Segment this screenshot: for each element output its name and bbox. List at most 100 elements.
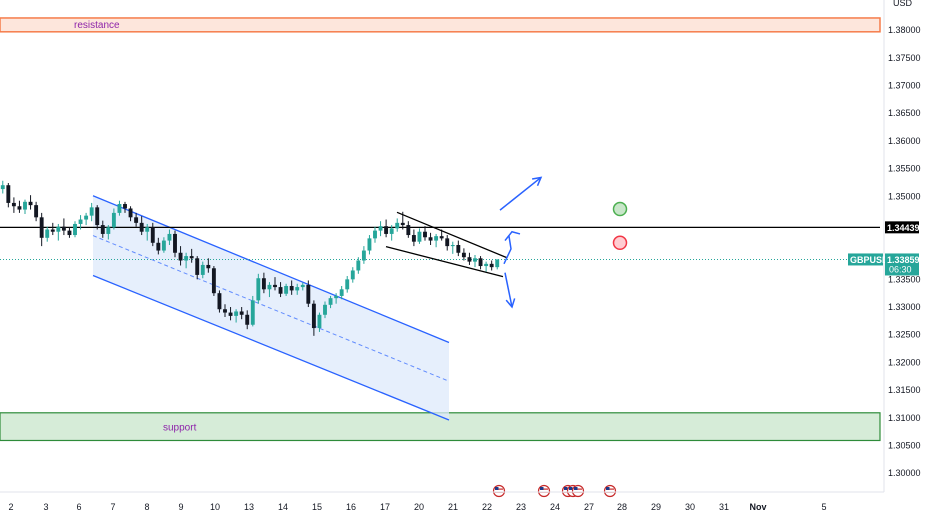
candle-body <box>223 309 227 313</box>
candle-body <box>350 270 355 280</box>
candle-body <box>378 226 383 231</box>
candle-body <box>173 233 177 253</box>
candle-body <box>239 311 244 315</box>
candle-body <box>100 225 105 234</box>
candle-body <box>361 250 366 261</box>
candle-body <box>189 256 194 259</box>
candle-body <box>139 222 144 232</box>
time-tick-label: 23 <box>516 502 526 512</box>
candle-body <box>306 284 311 304</box>
current-price-tag-text: 1.33859 <box>887 255 920 265</box>
time-axis[interactable]: 2 3 6 7 8 9 10 13 14 15 16 17 20 21 22 23 24 27 28 29 30 31 No… <box>8 502 826 512</box>
candle-body <box>50 229 55 232</box>
time-tick-label: 7 <box>110 502 115 512</box>
arrow-shaft <box>504 272 513 308</box>
arrow-shaft <box>503 236 512 265</box>
candle-body <box>278 287 283 294</box>
candle-body <box>489 263 494 268</box>
price-tick-label: 1.35500 <box>888 164 921 174</box>
price-axis[interactable]: 1.38000 1.37500 1.37000 1.36500 1.36000 1.355… <box>888 25 921 478</box>
candle-body <box>117 204 122 213</box>
candle-body <box>150 227 155 243</box>
candle-body <box>200 264 205 275</box>
price-tick-label: 1.37500 <box>888 53 921 63</box>
candle-body <box>34 205 39 218</box>
target-circle <box>612 201 628 217</box>
price-tick-label: 1.36500 <box>888 108 921 118</box>
candle-body <box>406 225 411 236</box>
candle-body <box>389 228 394 234</box>
candle-body <box>28 201 33 206</box>
candle-body <box>356 260 361 271</box>
candle-body <box>195 258 200 275</box>
signal-markers <box>612 201 628 251</box>
candle-body <box>161 240 166 251</box>
candle-body <box>434 236 439 241</box>
resistance-zone[interactable] <box>0 17 881 33</box>
candle-body <box>456 245 461 253</box>
price-tick-label: 1.35000 <box>888 191 921 201</box>
time-tick-label: 30 <box>685 502 695 512</box>
candle-body <box>67 230 72 236</box>
flag-stripe <box>574 488 582 490</box>
price-tick-label: 1.31000 <box>888 413 921 423</box>
symbol-tag-text: GBPUSD <box>850 255 889 265</box>
resistance-label: resistance <box>74 20 120 31</box>
price-tick-label: 1.30000 <box>888 468 921 478</box>
candle-body <box>145 227 150 232</box>
descending-channel-fill <box>93 195 449 420</box>
candle-body <box>467 257 472 262</box>
price-tick-label: 1.36000 <box>888 136 921 146</box>
symbol-tag <box>848 253 883 266</box>
time-tick-label: 5 <box>821 502 826 512</box>
channel-upper-line[interactable] <box>92 195 450 344</box>
candle-body <box>423 231 427 238</box>
current-price-tag <box>885 253 919 276</box>
candle-body <box>334 295 339 299</box>
channel-lower-line[interactable] <box>92 274 450 421</box>
candle-body <box>384 226 389 234</box>
currency-label: USD <box>893 0 913 8</box>
candle-body <box>217 293 222 310</box>
candle-body <box>84 215 89 220</box>
time-tick-label: 15 <box>312 502 322 512</box>
candle-body <box>245 314 250 325</box>
candle-body <box>95 207 100 226</box>
candle-body <box>61 226 66 231</box>
candle-body <box>39 217 44 238</box>
level-price-tag <box>885 221 919 234</box>
candle-body <box>450 245 455 247</box>
wedge-upper-line[interactable] <box>396 211 508 259</box>
economic-event-markers <box>492 484 617 498</box>
wedge-lower-line[interactable] <box>385 246 504 278</box>
flag-canton <box>495 487 499 490</box>
time-tick-label: 28 <box>617 502 627 512</box>
time-tick-label: 8 <box>144 502 149 512</box>
candle-body <box>400 222 405 226</box>
candle-body <box>300 284 305 288</box>
candle-body <box>328 298 333 305</box>
flag-canton <box>569 487 573 490</box>
time-tick-label: 17 <box>380 502 390 512</box>
channel-mid-line[interactable] <box>92 235 450 382</box>
price-tick-label: 1.30500 <box>888 440 921 450</box>
candle-body <box>261 278 266 290</box>
flag-canton <box>540 487 544 490</box>
candle-body <box>234 311 239 316</box>
price-tick-label: 1.38000 <box>888 25 921 35</box>
candle-body <box>273 284 277 288</box>
candle-body <box>134 217 139 223</box>
price-tick-label: 1.32000 <box>888 357 921 367</box>
candle-body <box>484 263 489 267</box>
time-tick-label: 3 <box>43 502 48 512</box>
candle-body <box>45 229 50 238</box>
candle-body <box>56 226 61 232</box>
candle-body <box>78 219 83 224</box>
candle-body <box>167 233 172 241</box>
candle-body <box>250 300 255 325</box>
time-tick-label: 14 <box>278 502 288 512</box>
support-zone[interactable] <box>0 412 881 442</box>
time-tick-label: 22 <box>482 502 492 512</box>
candle-body <box>89 207 94 216</box>
